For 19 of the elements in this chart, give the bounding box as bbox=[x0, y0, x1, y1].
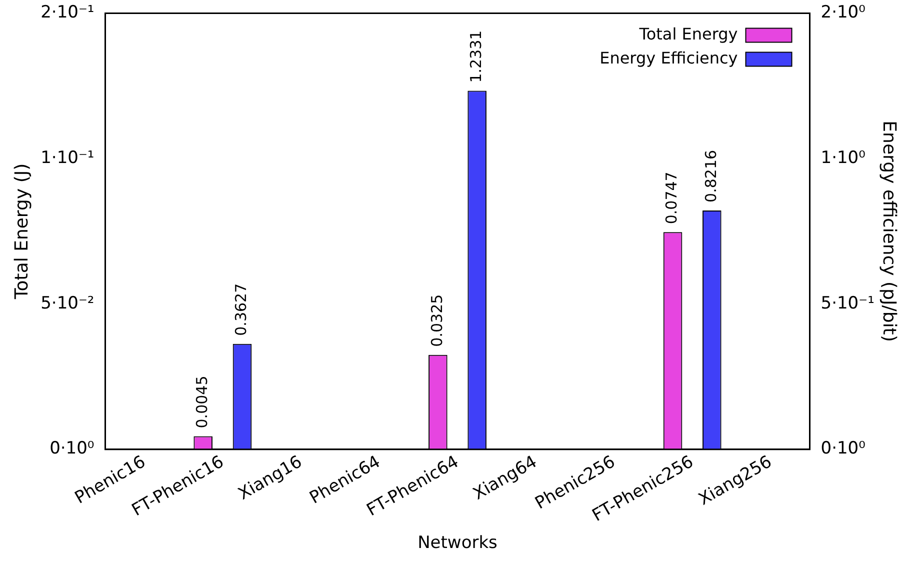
data-label: 0.3627 bbox=[232, 283, 250, 336]
data-label: 0.0747 bbox=[662, 172, 681, 224]
y2-tick-label: 5·10⁻¹ bbox=[820, 293, 874, 314]
legend-label: Energy Efficiency bbox=[600, 48, 738, 68]
data-label: 0.0045 bbox=[192, 376, 211, 428]
y2-axis-title: Energy efficiency (pJ/bit) bbox=[878, 120, 900, 342]
y-tick-label: 5·10⁻² bbox=[40, 293, 94, 314]
y-tick-label: 2·10⁻¹ bbox=[40, 2, 94, 23]
y-axis-title: Total Energy (J) bbox=[11, 163, 32, 300]
x-axis-title: Networks bbox=[418, 533, 498, 554]
legend-label: Total Energy bbox=[638, 24, 738, 44]
data-label: 0.0325 bbox=[428, 294, 446, 347]
y-tick-label: 0·10⁰ bbox=[50, 438, 94, 459]
y2-tick-label: 2·10⁰ bbox=[820, 2, 866, 23]
data-label: 1.2331 bbox=[466, 30, 485, 83]
y-tick-label: 1·10⁻¹ bbox=[40, 148, 94, 168]
y2-tick-label: 1·10⁰ bbox=[820, 148, 866, 168]
data-label: 0.8216 bbox=[702, 150, 720, 202]
y2-tick-label: 0·10⁰ bbox=[820, 438, 866, 459]
